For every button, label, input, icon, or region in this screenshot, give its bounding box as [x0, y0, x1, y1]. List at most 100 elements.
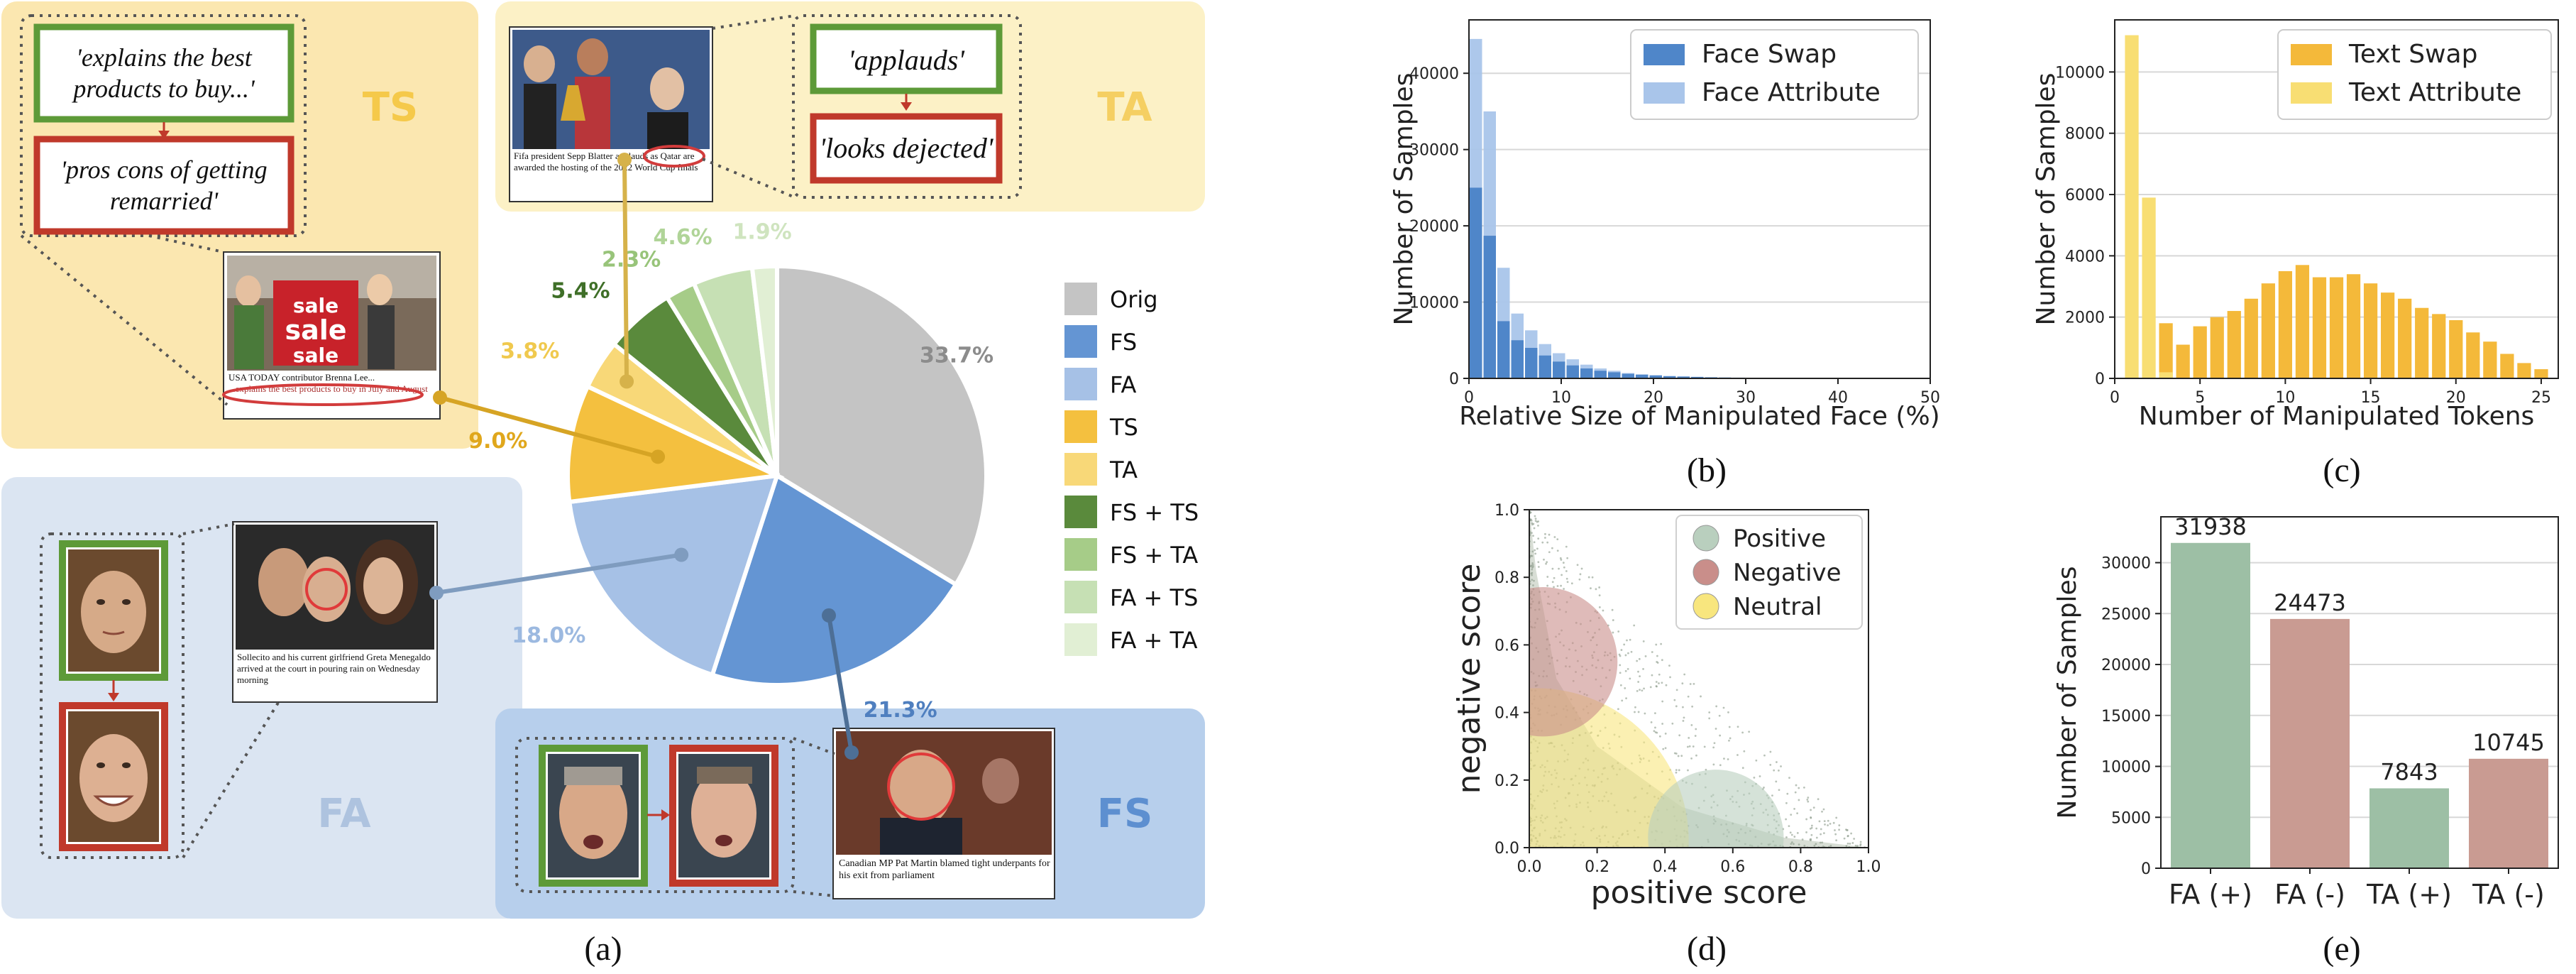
panel-c: 0 2000 4000 6000 8000 10000 0 5 10 15 20 25 Text Swa…	[2032, 19, 2559, 431]
b-ylabel: Number of Samples	[1389, 73, 1419, 326]
e-ytick-label: 20000	[2101, 657, 2151, 674]
b-bar-face-swap	[1649, 375, 1662, 378]
d-scatter-point	[1543, 558, 1545, 561]
d-scatter-point	[1627, 652, 1629, 655]
c-legend-label-text-attribute: Text Attribute	[2348, 78, 2521, 107]
d-scatter-point	[1736, 726, 1739, 728]
fa-image-caption: Sollecito and his current girlfriend Gre…	[237, 652, 431, 685]
d-scatter-point	[1534, 552, 1537, 555]
pie-slice-orig	[775, 263, 989, 588]
c-xtick-label: 15	[2361, 389, 2381, 407]
d-scatter-point	[1654, 726, 1656, 729]
fa-connector-start-dot	[674, 547, 689, 562]
d-xlabel: positive score	[1591, 875, 1807, 911]
d-scatter-point	[1602, 609, 1605, 612]
d-scatter-point	[1570, 582, 1573, 585]
d-scatter-point	[1712, 746, 1715, 749]
ta-connector-start-dot	[620, 374, 634, 389]
d-scatter-point	[1692, 745, 1695, 748]
d-scatter-point	[1534, 520, 1537, 522]
d-scatter-point	[1536, 520, 1539, 523]
d-scatter-point	[1638, 657, 1641, 660]
fs-dotted-link-2	[793, 890, 835, 897]
d-scatter-point	[1712, 763, 1715, 766]
legend-swatch-fa-ts	[1064, 581, 1097, 613]
fa-original-face	[59, 540, 168, 681]
pie-label-fa: 18.0%	[512, 623, 585, 648]
b-bar-face-swap	[1594, 371, 1607, 378]
d-scatter-point	[1798, 787, 1800, 789]
c-bar-text-swap	[2159, 323, 2173, 378]
d-scatter-point	[1565, 545, 1568, 548]
d-scatter-point	[1838, 824, 1841, 826]
d-scatter-point	[1644, 712, 1646, 715]
d-scatter-point	[1551, 547, 1553, 549]
c-bar-text-swap	[2449, 319, 2463, 378]
d-scatter-point	[1644, 655, 1647, 657]
e-bar-fa	[2270, 618, 2350, 868]
d-scatter-point	[1682, 706, 1684, 708]
caption-a: (a)	[584, 930, 622, 968]
b-bar-face-swap	[1608, 372, 1621, 378]
ts-manipulated-text-box	[33, 136, 295, 235]
fa-dotted-link-1	[182, 522, 235, 535]
legend-label-fs-ts: FS + TS	[1110, 499, 1199, 526]
d-scatter-point	[1531, 574, 1534, 576]
d-scatter-point	[1824, 823, 1826, 826]
c-bar-text-attribute	[2125, 35, 2139, 378]
d-scatter-point	[1566, 557, 1569, 559]
d-scatter-point	[1789, 831, 1792, 834]
c-bar-text-attribute	[2159, 372, 2173, 378]
d-scatter-point	[1846, 828, 1849, 831]
ta-connector-end-dot	[617, 153, 632, 167]
d-scatter-point	[1625, 697, 1627, 700]
d-scatter-point	[1531, 554, 1534, 557]
d-scatter-point	[1626, 639, 1628, 642]
c-bar-text-swap	[2295, 265, 2310, 378]
panel-b: 0 10000 20000 30000 40000 0 10 20 30 40 50 Face Swa…	[1389, 19, 1940, 431]
d-scatter-point	[1853, 838, 1856, 840]
d-scatter-point	[1553, 586, 1555, 589]
d-scatter-point	[1664, 732, 1667, 735]
d-scatter-point	[1637, 711, 1640, 713]
d-scatter-point	[1673, 699, 1676, 701]
d-scatter-point	[1630, 650, 1633, 653]
d-scatter-point	[1796, 831, 1799, 834]
d-scatter-point	[1546, 541, 1549, 544]
d-scatter-point	[1763, 786, 1765, 789]
d-scatter-point	[1624, 654, 1627, 657]
d-scatter-point	[1769, 763, 1772, 766]
d-scatter-point	[1771, 794, 1773, 797]
d-scatter-point	[1649, 686, 1652, 689]
e-xtick-label-fa: FA (+)	[2169, 879, 2252, 910]
c-bar-text-swap	[2517, 363, 2531, 378]
d-legend-marker-neutral	[1692, 593, 1719, 620]
b-bar-face-swap	[1553, 361, 1565, 378]
d-scatter-point	[1617, 708, 1619, 711]
pie-slice-ts	[566, 383, 785, 505]
pie-label-fs-ts: 5.4%	[551, 278, 610, 303]
d-scatter-point	[1591, 576, 1594, 579]
d-scatter-point	[1835, 816, 1838, 819]
d-scatter-point	[1819, 841, 1822, 844]
d-scatter-point	[1795, 784, 1798, 787]
c-legend-box	[2277, 29, 2552, 120]
caption-b: (b)	[1687, 452, 1727, 489]
d-scatter-point	[1728, 726, 1731, 728]
d-scatter-point	[1556, 538, 1559, 541]
d-scatter-point	[1665, 684, 1668, 686]
e-ytick-label: 30000	[2101, 555, 2151, 573]
c-xtick-label: 0	[2110, 389, 2120, 407]
d-scatter-point	[1695, 728, 1697, 730]
b-bar-face-swap	[1636, 374, 1648, 378]
d-scatter-point	[1815, 827, 1818, 830]
d-scatter-point	[1626, 667, 1629, 670]
e-ytick-label: 0	[2141, 860, 2151, 878]
d-scatter-point	[1806, 798, 1809, 801]
e-ytick-label: 15000	[2101, 708, 2151, 726]
d-scatter-point	[1658, 735, 1661, 738]
c-bar-text-swap	[2415, 307, 2429, 378]
fs-image-caption: Canadian MP Pat Martin blamed tight unde…	[839, 858, 1050, 881]
e-value-label-ta: 7843	[2380, 758, 2438, 785]
d-scatter-point	[1675, 769, 1678, 771]
